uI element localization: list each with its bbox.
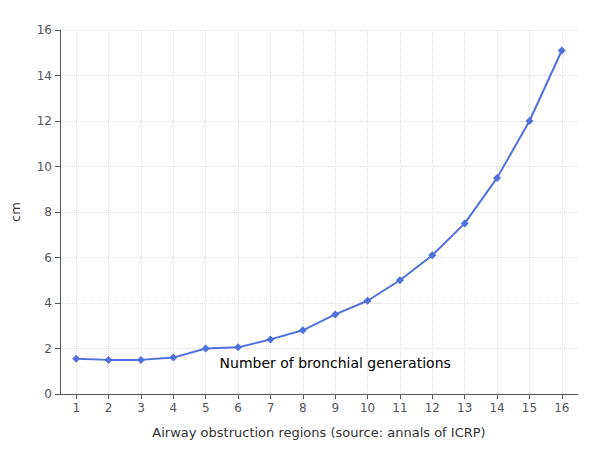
svg-text:Number of bronchial generation: Number of bronchial generations bbox=[220, 355, 451, 371]
svg-text:5: 5 bbox=[202, 401, 210, 415]
svg-text:14: 14 bbox=[37, 69, 52, 83]
svg-text:16: 16 bbox=[554, 401, 569, 415]
svg-text:Airway obstruction regions (so: Airway obstruction regions (source: anna… bbox=[152, 425, 485, 440]
svg-text:10: 10 bbox=[360, 401, 375, 415]
svg-text:4: 4 bbox=[44, 296, 52, 310]
svg-text:0: 0 bbox=[44, 387, 52, 401]
svg-text:12: 12 bbox=[425, 401, 440, 415]
svg-text:14: 14 bbox=[489, 401, 504, 415]
svg-text:cm: cm bbox=[8, 202, 23, 222]
svg-text:8: 8 bbox=[44, 205, 52, 219]
svg-text:2: 2 bbox=[44, 342, 52, 356]
svg-text:3: 3 bbox=[137, 401, 145, 415]
svg-text:1: 1 bbox=[72, 401, 80, 415]
svg-text:6: 6 bbox=[234, 401, 242, 415]
svg-text:7: 7 bbox=[267, 401, 275, 415]
svg-text:15: 15 bbox=[522, 401, 537, 415]
svg-text:11: 11 bbox=[392, 401, 407, 415]
svg-text:4: 4 bbox=[169, 401, 177, 415]
svg-text:12: 12 bbox=[37, 114, 52, 128]
svg-text:16: 16 bbox=[37, 23, 52, 37]
svg-text:9: 9 bbox=[331, 401, 339, 415]
svg-text:10: 10 bbox=[37, 160, 52, 174]
svg-text:2: 2 bbox=[105, 401, 113, 415]
svg-text:8: 8 bbox=[299, 401, 307, 415]
svg-text:6: 6 bbox=[44, 251, 52, 265]
svg-text:13: 13 bbox=[457, 401, 472, 415]
